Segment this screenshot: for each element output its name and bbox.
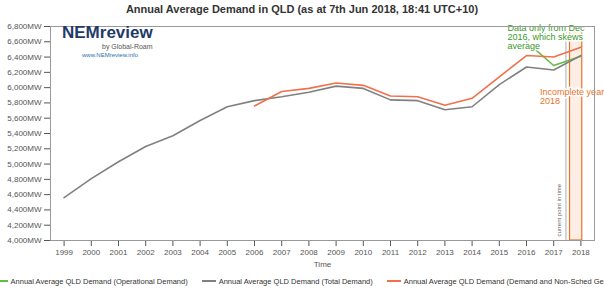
html-text:www.NEMreview.info: www.NEMreview.info <box>82 52 138 58</box>
svg-text:6,400MW: 6,400MW <box>7 53 42 62</box>
svg-text:2001: 2001 <box>110 248 128 257</box>
svg-text:2014: 2014 <box>463 248 481 257</box>
svg-text:2004: 2004 <box>191 248 209 257</box>
svg-text:2009: 2009 <box>327 248 345 257</box>
svg-text:2011: 2011 <box>382 248 400 257</box>
svg-text:5,600MW: 5,600MW <box>7 114 42 123</box>
svg-text:2002: 2002 <box>137 248 155 257</box>
svg-text:6,200MW: 6,200MW <box>7 68 42 77</box>
svg-text:2006: 2006 <box>246 248 264 257</box>
svg-text:4,000MW: 4,000MW <box>7 236 42 245</box>
svg-text:1999: 1999 <box>55 248 73 257</box>
svg-text:2008: 2008 <box>300 248 318 257</box>
svg-text:4,200MW: 4,200MW <box>7 221 42 230</box>
svg-text:2005: 2005 <box>218 248 236 257</box>
svg-text:2013: 2013 <box>436 248 454 257</box>
html-text:Annual Average QLD Demand (Ope: Annual Average QLD Demand (Operational D… <box>10 276 188 286</box>
svg-text:5,800MW: 5,800MW <box>7 98 42 107</box>
svg-text:2003: 2003 <box>164 248 182 257</box>
svg-text:2015: 2015 <box>490 248 508 257</box>
svg-text:current point in time: current point in time <box>556 183 562 236</box>
svg-text:2007: 2007 <box>273 248 291 257</box>
svg-text:5,400MW: 5,400MW <box>7 129 42 138</box>
html-text:Annual Average QLD Demand (Tot: Annual Average QLD Demand (Total Demand) <box>218 276 373 286</box>
svg-text:2016: 2016 <box>518 248 536 257</box>
html-text:2018: 2018 <box>540 96 561 107</box>
svg-text:2000: 2000 <box>82 248 100 257</box>
svg-text:6,600MW: 6,600MW <box>7 37 42 46</box>
svg-text:Time: Time <box>314 260 332 269</box>
svg-text:4,400MW: 4,400MW <box>7 205 42 214</box>
svg-text:2010: 2010 <box>354 248 372 257</box>
svg-text:5,200MW: 5,200MW <box>7 144 42 153</box>
html-text:NEMreview: NEMreview <box>62 23 153 42</box>
svg-text:Data only from Dec2016, which: Data only from Dec2016, which skewsavera… <box>507 23 585 51</box>
svg-text:6,000MW: 6,000MW <box>7 83 42 92</box>
svg-text:4,600MW: 4,600MW <box>7 190 42 199</box>
svg-text:4,800MW: 4,800MW <box>7 175 42 184</box>
svg-text:2018: 2018 <box>572 248 590 257</box>
svg-text:2012: 2012 <box>409 248 427 257</box>
svg-text:5,000MW: 5,000MW <box>7 160 42 169</box>
html-text:Annual Average Demand in QLD (: Annual Average Demand in QLD (as at 7th … <box>125 3 479 15</box>
html-text:by Global-Roam: by Global-Roam <box>102 43 153 50</box>
svg-text:6,800MW: 6,800MW <box>7 22 42 31</box>
svg-text:2017: 2017 <box>545 248 563 257</box>
